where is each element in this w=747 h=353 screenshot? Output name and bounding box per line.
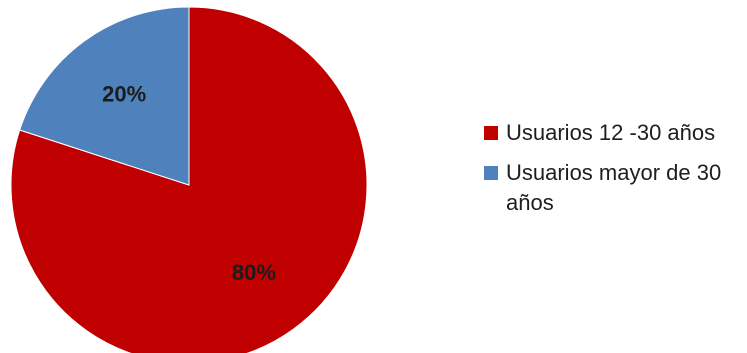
legend-item-usuarios-12-30: Usuarios 12 -30 años: [480, 118, 742, 148]
legend-item-usuarios-mayor-30: Usuarios mayor de 30 años: [480, 158, 742, 218]
legend-swatch-usuarios-mayor-30: [484, 166, 498, 180]
pie-data-labels: 80% 20%: [102, 82, 276, 286]
data-label-usuarios-mayor-30: 20%: [102, 82, 146, 107]
pie-slice-usuarios-12-30: [10, 6, 368, 353]
pie-slice-usuarios-mayor-30: [19, 6, 190, 186]
legend-swatch-usuarios-12-30: [484, 126, 498, 140]
chart-legend: Usuarios 12 -30 años Usuarios mayor de 3…: [480, 118, 742, 228]
legend-label-usuarios-mayor-30: Usuarios mayor de 30 años: [506, 160, 722, 215]
data-label-usuarios-12-30: 80%: [232, 260, 276, 285]
legend-label-usuarios-12-30: Usuarios 12 -30 años: [506, 120, 716, 145]
pie-slices: [10, 6, 368, 353]
